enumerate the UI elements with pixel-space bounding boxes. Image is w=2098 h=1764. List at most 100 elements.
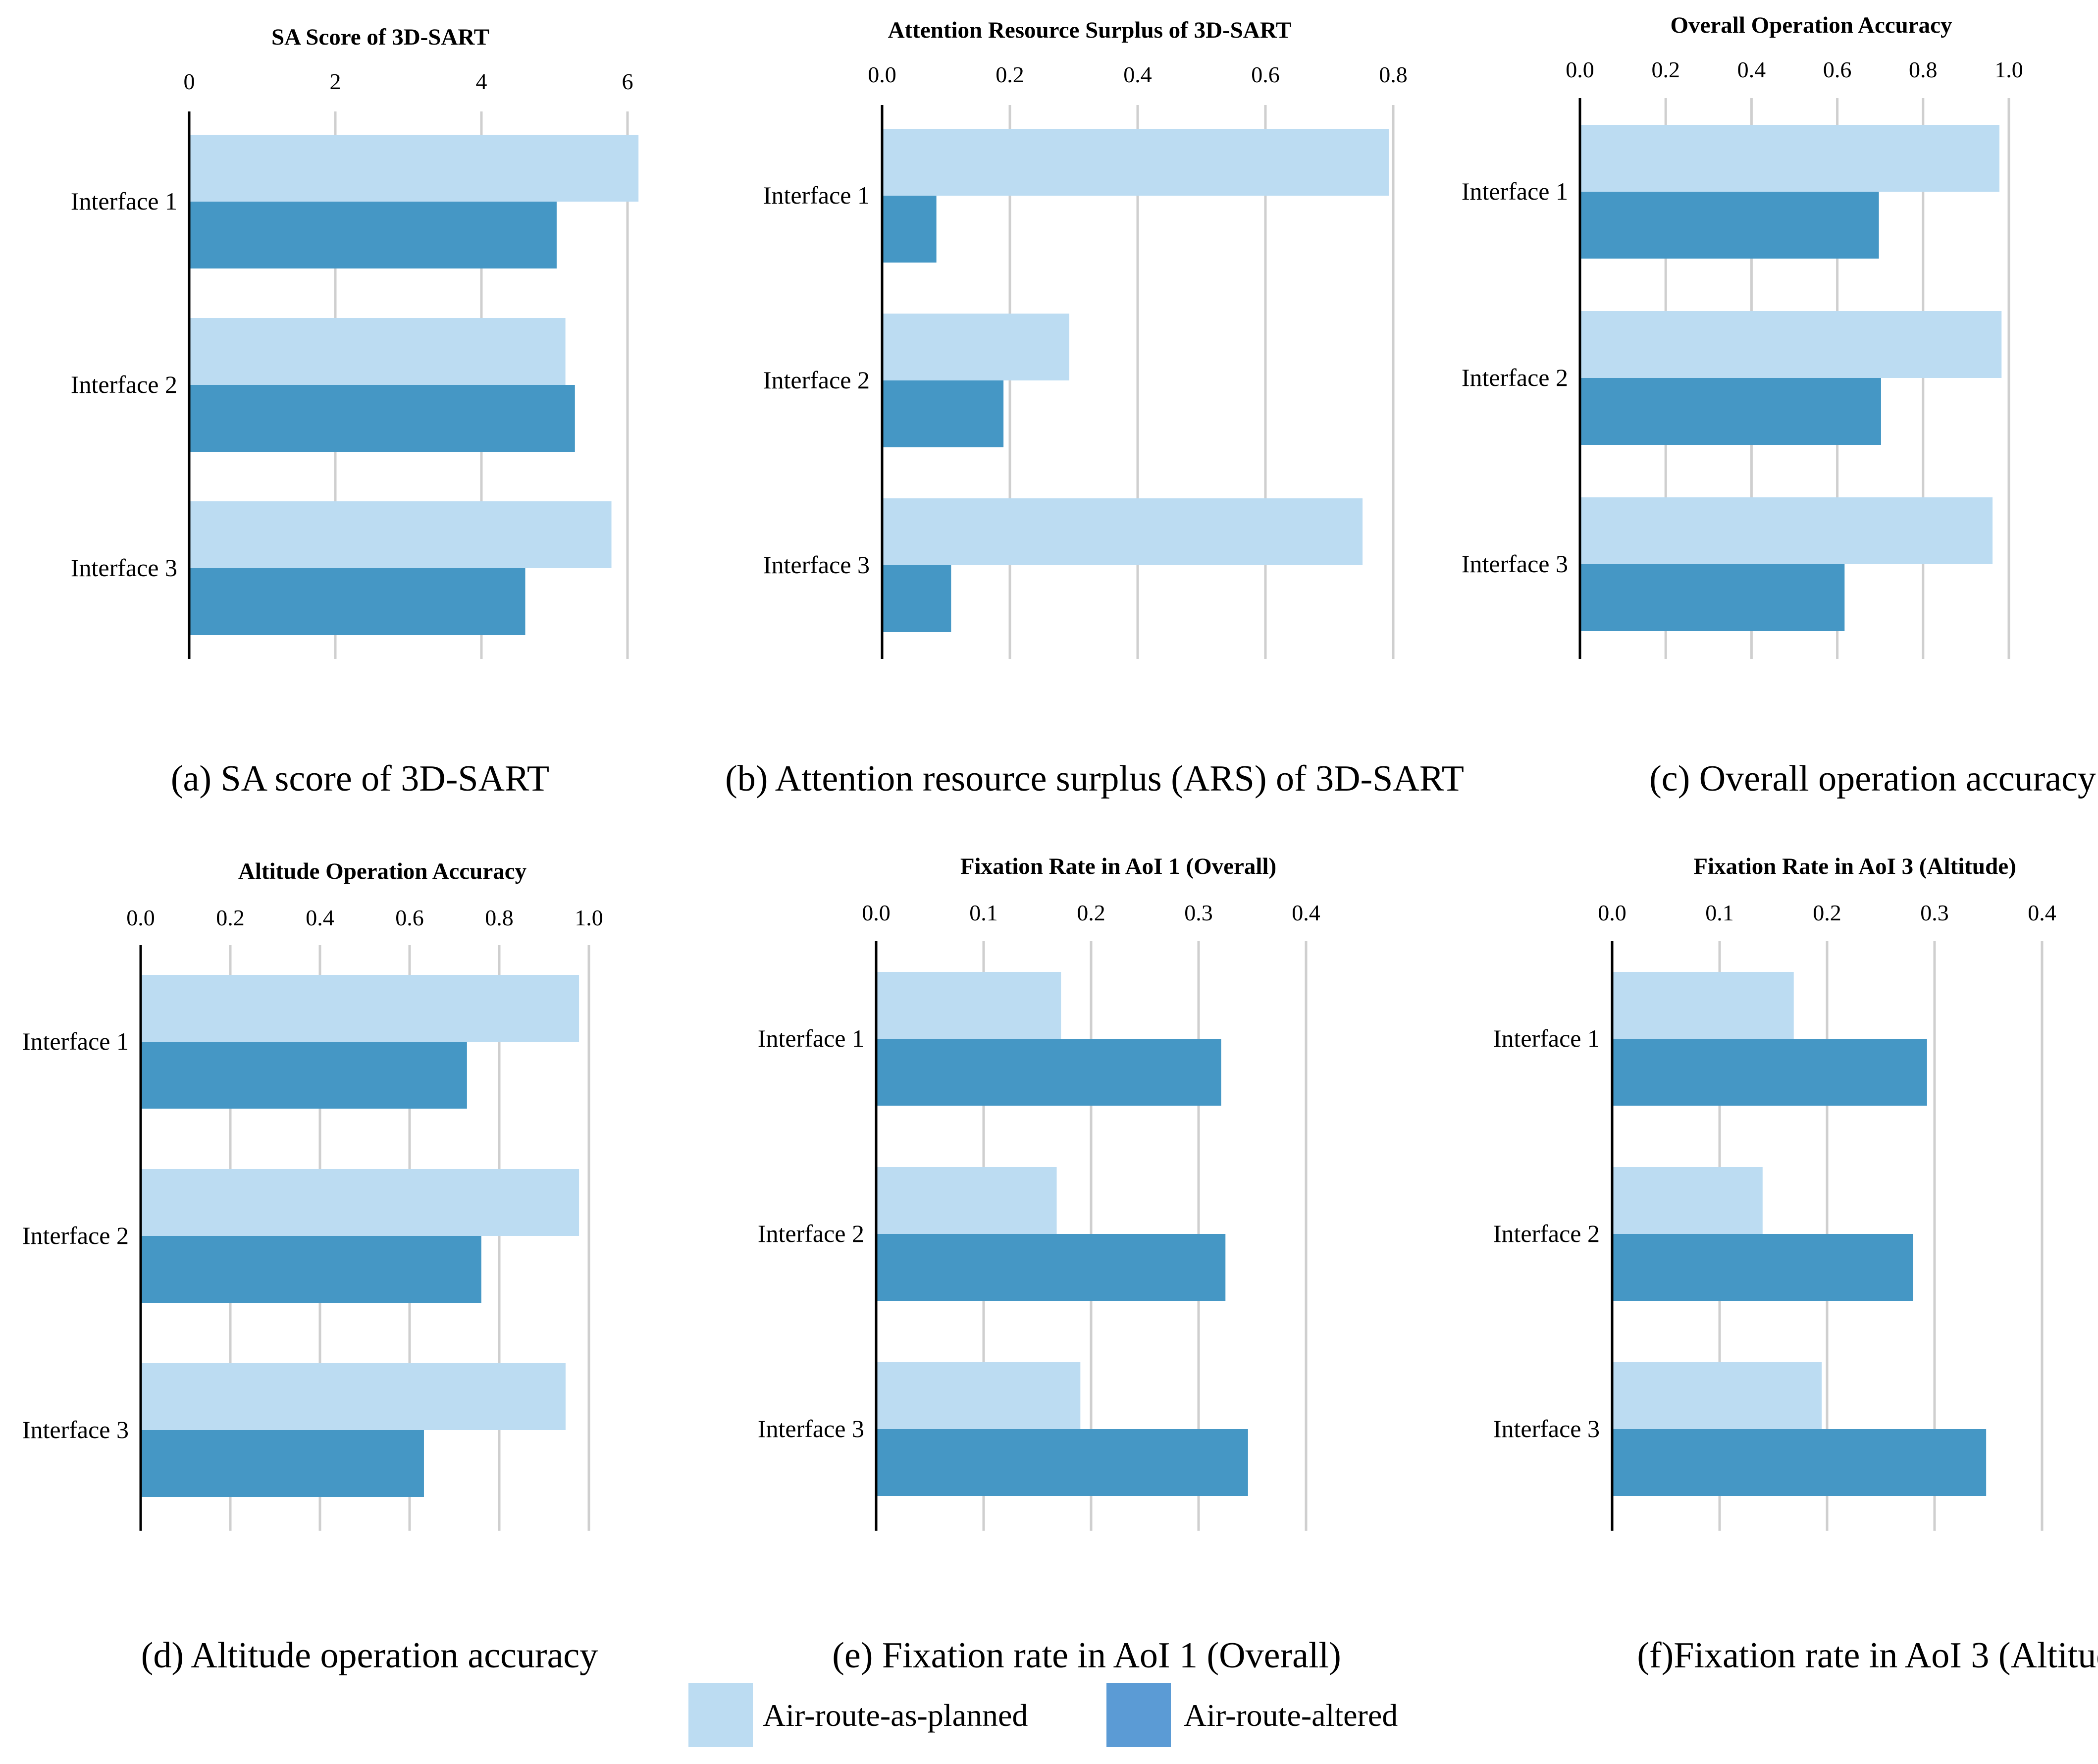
category-label: Interface 1 — [71, 187, 177, 215]
x-tick-label: 0.4 — [1737, 57, 1766, 82]
x-tick-label: 0.1 — [1705, 900, 1734, 925]
bar-planned — [189, 135, 639, 202]
bar-planned — [141, 1169, 579, 1236]
x-tick-label: 0.8 — [1379, 62, 1408, 87]
chart-panel-1: 0 2 4 6 SA Score of 3D-SART Interface 1 Interf… — [71, 24, 639, 799]
bar-planned — [141, 1363, 566, 1430]
chart-panel-5: 0.0 0.1 0.2 0.3 0.4 Fixation Rate in AoI 1 (O… — [758, 854, 1341, 1676]
chart-title: SA Score of 3D-SART — [271, 24, 489, 50]
bar-planned — [189, 501, 612, 568]
panel-caption: (c) Overall operation accuracy — [1649, 758, 2096, 799]
bar-planned — [1580, 311, 2002, 378]
category-label: Interface 2 — [758, 1220, 864, 1247]
chart-panel-3: 0.0 0.2 0.4 0.6 0.8 1.0 Overall Operation Accu… — [1462, 12, 2096, 799]
x-tick-label: 0.6 — [1823, 57, 1852, 82]
chart-panel-2: 0.0 0.2 0.4 0.6 0.8 Attention Resource Surplu… — [725, 17, 1464, 799]
bar-planned — [1612, 1167, 1763, 1234]
category-label: Interface 2 — [22, 1222, 129, 1249]
bar-altered — [882, 380, 1004, 447]
x-tick-label: 0.4 — [2028, 900, 2056, 925]
category-label: Interface 1 — [758, 1024, 864, 1052]
category-label: Interface 2 — [71, 371, 177, 398]
category-label: Interface 1 — [22, 1027, 129, 1055]
bar-altered — [876, 1039, 1221, 1106]
legend-label-altered: Air-route-altered — [1184, 1698, 1398, 1733]
bar-planned — [1580, 125, 1999, 192]
bar-altered — [189, 568, 525, 635]
panel-caption: (e) Fixation rate in AoI 1 (Overall) — [832, 1635, 1341, 1676]
category-label: Interface 3 — [1493, 1415, 1600, 1443]
chart-panel-6: 0.0 0.1 0.2 0.3 0.4 Fixation Rate in AoI 3 (A… — [1493, 854, 2098, 1676]
x-tick-label: 0.8 — [1909, 57, 1938, 82]
bar-altered — [1612, 1039, 1927, 1106]
bar-planned — [876, 972, 1061, 1039]
x-tick-label: 1.0 — [1994, 57, 2023, 82]
bar-planned — [1612, 1362, 1822, 1429]
bar-planned — [141, 975, 579, 1042]
category-label: Interface 2 — [1462, 364, 1568, 391]
x-tick-label: 0.2 — [1813, 900, 1841, 925]
category-label: Interface 3 — [758, 1415, 864, 1443]
category-label: Interface 3 — [22, 1416, 129, 1443]
panel-caption: (a) SA score of 3D-SART — [171, 758, 549, 799]
x-tick-label: 0.2 — [996, 62, 1024, 87]
x-tick-label: 0.4 — [1292, 900, 1320, 925]
x-tick-label: 2 — [330, 69, 341, 94]
bar-planned — [876, 1362, 1081, 1429]
chart-title: Fixation Rate in AoI 3 (Altitude) — [1693, 854, 2016, 879]
x-tick-label: 0.3 — [1184, 900, 1213, 925]
legend-swatch-planned — [688, 1683, 753, 1747]
bar-altered — [1580, 378, 1881, 445]
bar-altered — [882, 565, 951, 632]
x-tick-label: 0.2 — [1077, 900, 1105, 925]
bar-altered — [141, 1042, 467, 1109]
x-tick-label: 4 — [476, 69, 487, 94]
x-tick-label: 0.2 — [1651, 57, 1680, 82]
x-tick-label: 0.0 — [1598, 900, 1626, 925]
chart-panel-4: 0.0 0.2 0.4 0.6 0.8 1.0 Altitude Operation Acc… — [22, 858, 603, 1676]
x-tick-label: 6 — [622, 69, 633, 94]
category-label: Interface 1 — [763, 181, 870, 209]
bar-altered — [141, 1430, 424, 1497]
x-tick-label: 0 — [184, 69, 195, 94]
x-tick-label: 0.6 — [395, 905, 424, 930]
bar-planned — [189, 318, 566, 385]
panel-caption: (b) Attention resource surplus (ARS) of … — [725, 758, 1464, 799]
category-label: Interface 1 — [1462, 177, 1568, 205]
x-tick-label: 0.4 — [306, 905, 334, 930]
bar-planned — [882, 314, 1069, 380]
bar-altered — [1612, 1429, 1987, 1496]
x-tick-label: 0.8 — [485, 905, 514, 930]
bar-altered — [189, 385, 575, 452]
bar-planned — [1612, 972, 1794, 1039]
bar-altered — [882, 196, 937, 263]
category-label: Interface 1 — [1493, 1024, 1600, 1052]
x-tick-label: 0.4 — [1123, 62, 1152, 87]
bar-planned — [876, 1167, 1057, 1234]
legend-label-planned: Air-route-as-planned — [763, 1698, 1028, 1733]
bar-altered — [1612, 1234, 1913, 1301]
bar-planned — [1580, 497, 1993, 564]
bar-altered — [876, 1234, 1226, 1301]
bar-planned — [882, 129, 1389, 196]
x-tick-label: 0.2 — [216, 905, 245, 930]
x-tick-label: 1.0 — [575, 905, 603, 930]
bar-altered — [1580, 564, 1845, 631]
legend: Air-route-as-planned Air-route-altered — [688, 1683, 1398, 1747]
bar-altered — [1580, 192, 1879, 259]
panel-caption: (f)Fixation rate in AoI 3 (Altitude) — [1637, 1635, 2098, 1676]
x-tick-label: 0.3 — [1920, 900, 1949, 925]
category-label: Interface 2 — [1493, 1220, 1600, 1247]
chart-title: Altitude Operation Accuracy — [238, 858, 527, 884]
bar-planned — [882, 498, 1363, 565]
legend-swatch-altered — [1106, 1683, 1171, 1747]
chart-title: Overall Operation Accuracy — [1670, 12, 1952, 38]
bar-altered — [876, 1429, 1248, 1496]
x-tick-label: 0.0 — [126, 905, 155, 930]
panel-caption: (d) Altitude operation accuracy — [141, 1635, 598, 1676]
x-tick-label: 0.0 — [1566, 57, 1594, 82]
category-label: Interface 3 — [71, 554, 177, 582]
chart-title: Attention Resource Surplus of 3D-SART — [888, 17, 1292, 43]
x-tick-label: 0.0 — [868, 62, 896, 87]
category-label: Interface 3 — [763, 551, 870, 579]
